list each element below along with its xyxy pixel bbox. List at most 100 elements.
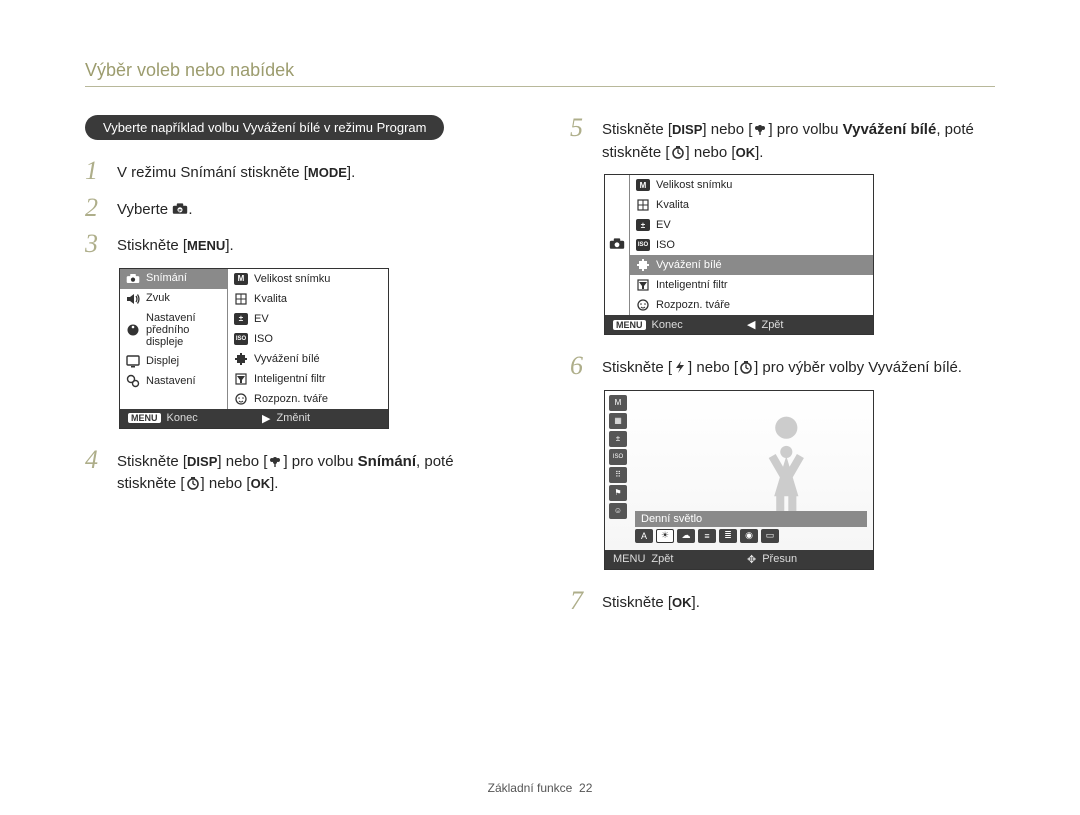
move-icon: ✥ [747,553,756,566]
filter-icon [636,279,650,291]
arrow-right-icon: ▶ [262,412,270,425]
wb-daylight-icon: ☀ [656,529,674,543]
scene-illustration [635,397,867,525]
menu-icon: MENU [613,553,645,565]
step-number: 5 [570,115,592,141]
menu-right-item: ISOISO [228,329,388,349]
menu-item: ISOISO [630,235,873,255]
step-number: 2 [85,195,107,221]
menu-screenshot-2: MVelikost snímkuKvalita±EVISOISOVyvážení… [604,174,874,335]
wb-fluorescent-l-icon: ≣ [719,529,737,543]
menu-right-item: ±EV [228,309,388,329]
menu-right-item: Vyvážení bílé [228,349,388,369]
flash-icon [672,360,688,374]
wb-icon [234,353,248,365]
page-title: Výběr voleb nebo nabídek [85,60,995,87]
iso-icon: ISO [636,239,650,251]
filter-icon [234,373,248,385]
menu-button-label: MENU [187,236,225,256]
M-icon: M [234,273,248,285]
sidebar-item: ⠿ [609,467,627,483]
wb-icon [636,259,650,271]
menu-right-item: Kvalita [228,289,388,309]
menu-right-item: Inteligentní filtr [228,369,388,389]
step-text: Stiskněte [OK]. [602,588,700,615]
left-column: Vyberte například volbu Vyvážení bílé v … [85,115,510,624]
step-text: Stiskněte [MENU]. [117,231,234,258]
step-number: 4 [85,447,107,473]
wb-options-row: A ☀ ☁ ≡ ≣ ◉ ▭ [635,527,867,545]
step-text: Stiskněte [] nebo [] pro výběr volby Vyv… [602,353,962,380]
sidebar-item: ⚑ [609,485,627,501]
ok-button-label: OK [251,474,271,494]
step-2: 2 Vyberte P. [85,195,510,222]
wb-preview-screenshot: M ▦ ± ISO ⠿ ⚑ ☺ [604,390,874,570]
step-number: 3 [85,231,107,257]
step-1: 1 V režimu Snímání stiskněte [MODE]. [85,158,510,185]
timer-icon [185,476,201,490]
grid-icon [234,293,248,305]
face-icon [234,393,248,405]
disp-button-label: DISP [187,452,217,472]
ev-icon: ± [636,219,650,231]
menu-icon: MENU [613,320,646,330]
wb-cloudy-icon: ☁ [677,529,695,543]
step-5: 5 Stiskněte [DISP] nebo [] pro volbu Vyv… [570,115,995,164]
example-banner: Vyberte například volbu Vyvážení bílé v … [85,115,444,140]
step-7: 7 Stiskněte [OK]. [570,588,995,615]
menu-right-item: MVelikost snímku [228,269,388,289]
step-number: 6 [570,353,592,379]
step-number: 7 [570,588,592,614]
face-icon [636,299,650,311]
wb-selected-label: Denní světlo [635,511,867,527]
menu-item: Rozpozn. tváře [630,295,873,315]
step-number: 1 [85,158,107,184]
menu-left-item: Zvuk [120,289,227,309]
menu-icon: MENU [128,413,161,423]
ok-button-label: OK [736,143,756,163]
knob-icon [126,324,140,336]
sidebar-item: M [609,395,627,411]
gears-icon [126,375,140,387]
iso-icon: ISO [234,333,248,345]
step-text: Stiskněte [DISP] nebo [] pro volbu Vyváž… [602,115,995,164]
step-6: 6 Stiskněte [] nebo [] pro výběr volby V… [570,353,995,380]
timer-icon [670,145,686,159]
menu-item: Kvalita [630,195,873,215]
timer-icon [738,360,754,374]
speaker-icon [126,293,140,305]
menu-item: Inteligentní filtr [630,275,873,295]
menu-left-item: Snímání [120,269,227,289]
menu-right-item: Rozpozn. tváře [228,389,388,409]
sidebar-item: ☺ [609,503,627,519]
wb-custom-icon: ▭ [761,529,779,543]
wb-fluorescent-h-icon: ≡ [698,529,716,543]
menu-left-item: Nastavení předního displeje [120,309,227,351]
ev-icon: ± [234,313,248,325]
flower-icon [267,454,283,468]
menu-item: Vyvážení bílé [630,255,873,275]
mode-button-label: MODE [308,163,347,183]
wb-tungsten-icon: ◉ [740,529,758,543]
step-3: 3 Stiskněte [MENU]. [85,231,510,258]
camera-icon [609,237,625,254]
wb-auto-icon: A [635,529,653,543]
right-column: 5 Stiskněte [DISP] nebo [] pro volbu Vyv… [570,115,995,624]
page-footer: Základní funkce 22 [0,781,1080,795]
step-text: V režimu Snímání stiskněte [MODE]. [117,158,355,185]
flower-icon [752,122,768,136]
sidebar-item: ISO [609,449,627,465]
step-text: Vyberte P. [117,195,192,222]
menu-item: MVelikost snímku [630,175,873,195]
step-4: 4 Stiskněte [DISP] nebo [] pro volbu Sní… [85,447,510,496]
sidebar-item: ▦ [609,413,627,429]
cam-icon [126,273,140,285]
ok-button-label: OK [672,593,692,613]
grid-icon [636,199,650,211]
camera-p-icon: P [172,202,188,216]
menu-item: ±EV [630,215,873,235]
screen-icon [126,355,140,367]
menu-left-item: Nastavení [120,371,227,391]
step-text: Stiskněte [DISP] nebo [] pro volbu Snímá… [117,447,510,496]
menu-screenshot-1: SnímáníZvukNastavení předního displejeDi… [119,268,389,429]
